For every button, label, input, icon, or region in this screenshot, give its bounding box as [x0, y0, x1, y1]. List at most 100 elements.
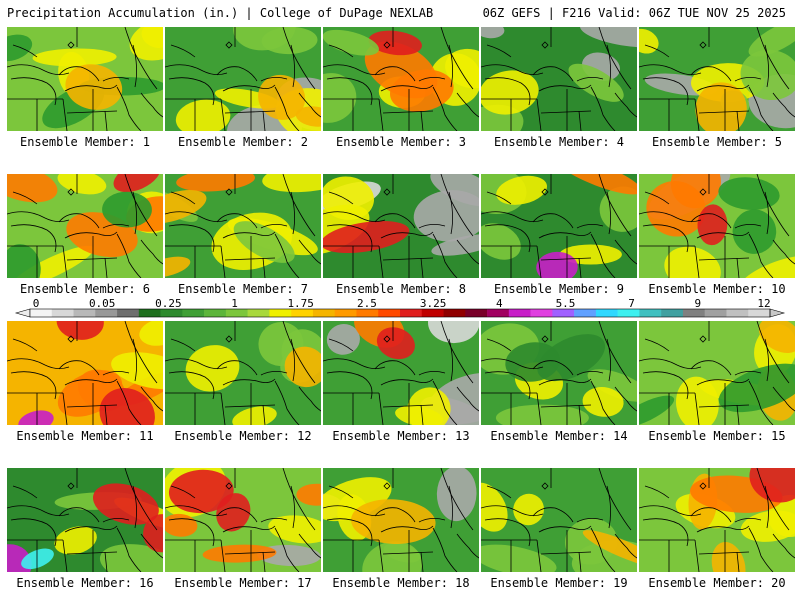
map-boundary-line — [481, 211, 544, 222]
colorbar-outline — [29, 308, 771, 318]
map-boundary-line — [420, 551, 424, 572]
map-boundary-line — [12, 338, 38, 352]
map-boundary-line — [642, 518, 689, 547]
precip-field-15 — [639, 321, 795, 425]
ensemble-member-caption-16: Ensemble Member: 16 — [16, 576, 154, 590]
precip-field-2 — [165, 27, 321, 131]
map-boundary-line — [694, 98, 700, 131]
map-boundary-line — [639, 358, 702, 369]
map-boundary-line — [578, 110, 582, 131]
precip-contour — [32, 48, 117, 67]
map-boundary-line — [220, 245, 226, 278]
station-marker-icon — [225, 41, 233, 49]
map-boundary-line — [486, 338, 512, 352]
ensemble-member-caption-12: Ensemble Member: 12 — [174, 429, 312, 443]
map-boundary-line — [132, 191, 137, 235]
precip-field-7 — [165, 174, 321, 278]
map-boundary-line — [380, 525, 434, 533]
map-boundary-line — [698, 257, 750, 261]
map-boundary-line — [756, 321, 790, 384]
precip-contour — [7, 34, 33, 62]
colorbar-tick-label: 12 — [757, 297, 770, 310]
map-boundary-line — [590, 527, 616, 572]
map-boundary-line — [216, 507, 258, 523]
precip-field-13 — [323, 321, 479, 425]
precip-field-16 — [7, 468, 163, 572]
map-boundary-line — [124, 174, 158, 237]
map-boundary-line — [590, 380, 616, 425]
map-boundary-line — [58, 213, 100, 229]
map-boundary-line — [102, 77, 130, 82]
colorbar-swatch — [617, 309, 640, 317]
map-boundary-line — [484, 77, 531, 106]
map-boundary-line — [326, 518, 373, 547]
colorbar-swatch — [530, 309, 553, 317]
map-boundary-line — [274, 380, 300, 425]
map-boundary-line — [282, 27, 316, 90]
map-boundary-line — [326, 224, 373, 253]
precip-contour — [56, 321, 104, 340]
precip-contour — [670, 174, 721, 209]
map-boundary-line — [764, 485, 769, 529]
map-boundary-line — [168, 224, 215, 253]
map-boundary-line — [216, 213, 258, 229]
map-boundary-line — [698, 551, 750, 555]
colorbar-swatch — [574, 309, 597, 317]
precip-contour — [326, 324, 360, 355]
precip-contour — [368, 30, 422, 56]
map-boundary-line — [165, 64, 228, 75]
map-boundary-line — [323, 211, 386, 222]
map-boundary-line — [484, 371, 531, 400]
map-boundary-line — [140, 92, 163, 118]
station-marker-icon — [225, 335, 233, 343]
colorbar-tick-label: 7 — [628, 297, 635, 310]
colorbar-tick-label: 1 — [231, 297, 238, 310]
map-boundary-line — [540, 110, 592, 114]
map-boundary-line — [764, 338, 769, 382]
map-boundary-line — [116, 86, 142, 131]
map-boundary-line — [290, 485, 295, 529]
precip-field-19 — [481, 468, 637, 572]
ensemble-map-panel-1 — [7, 27, 163, 131]
ensemble-map-panel-8 — [323, 174, 479, 278]
precip-contour — [599, 186, 637, 232]
map-boundary-line — [772, 92, 795, 118]
map-boundary-line — [481, 64, 544, 75]
map-boundary-line — [58, 360, 100, 376]
colorbar-tick-label: 0.25 — [155, 297, 182, 310]
precip-contour — [7, 544, 32, 572]
ensemble-map-panel-14 — [481, 321, 637, 425]
colorbar-swatch — [51, 309, 74, 317]
map-boundary-line — [323, 505, 386, 516]
map-boundary-line — [756, 174, 790, 237]
map-boundary-line — [690, 360, 732, 376]
map-boundary-line — [576, 371, 604, 376]
map-boundary-line — [222, 231, 276, 239]
precip-contour — [389, 69, 454, 112]
map-boundary-line — [222, 525, 276, 533]
station-marker-icon — [541, 335, 549, 343]
map-boundary-line — [380, 378, 434, 386]
map-boundary-line — [578, 551, 582, 572]
colorbar-swatch — [487, 309, 510, 317]
precip-contour — [481, 70, 539, 115]
precip-contour — [99, 544, 163, 572]
map-boundary-line — [576, 224, 604, 229]
map-boundary-line — [748, 380, 774, 425]
map-boundary-line — [298, 533, 321, 559]
map-boundary-line — [220, 392, 226, 425]
map-boundary-line — [734, 77, 762, 82]
colorbar-swatch — [291, 309, 314, 317]
map-boundary-line — [598, 321, 632, 384]
model-run-valid-time: 06Z GEFS | F216 Valid: 06Z TUE NOV 25 20… — [482, 6, 786, 20]
precip-contour — [92, 483, 159, 525]
map-boundary-line — [132, 44, 137, 88]
map-boundary-line — [282, 468, 316, 531]
map-boundary-line — [140, 533, 163, 559]
map-boundary-line — [432, 527, 458, 572]
map-boundary-line — [102, 224, 130, 229]
map-boundary-line — [170, 44, 196, 58]
map-boundary-line — [66, 404, 118, 408]
ensemble-map-panel-4 — [481, 27, 637, 131]
precip-contour — [481, 104, 524, 131]
